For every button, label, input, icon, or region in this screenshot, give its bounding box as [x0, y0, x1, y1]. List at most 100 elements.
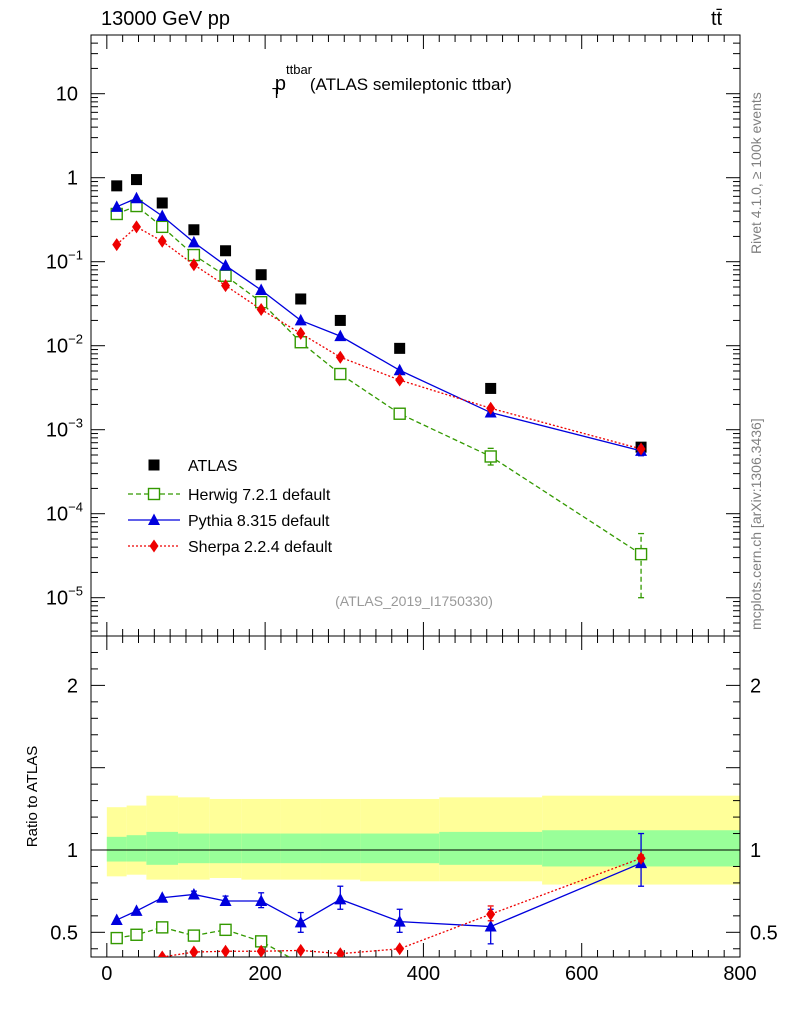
- main-data-point: [394, 342, 406, 354]
- band-inner-4: [209, 833, 242, 864]
- y-tick-label: 10−4: [46, 500, 83, 526]
- main-sherpa-point: [157, 234, 167, 248]
- main-herwig-point: [634, 547, 648, 561]
- ratio-y-tick-label-right: 2: [750, 675, 761, 697]
- ratio-sherpa-point: [189, 945, 199, 957]
- ratio-y-tick-label-left: 1: [67, 840, 78, 862]
- ratio-sherpa-point: [256, 944, 266, 957]
- ratio-pythia-point: [334, 892, 347, 905]
- main-series-group: [110, 174, 648, 599]
- ratio-sherpa-point: [132, 964, 141, 977]
- main-herwig-point: [334, 367, 347, 381]
- legend-sherpa-marker: [149, 539, 159, 553]
- band-inner-2: [146, 831, 179, 865]
- ratio-herwig-point: [110, 931, 123, 945]
- main-data-point: [220, 245, 232, 257]
- ratio-sherpa-point: [335, 947, 345, 957]
- y-tick-label: 10−3: [46, 416, 83, 442]
- main-pythia-point: [156, 209, 169, 222]
- ratio-series-group: [110, 832, 648, 1012]
- ratio-herwig-point: [636, 1001, 647, 1012]
- y-tick-label: 10−1: [46, 248, 83, 274]
- y-tick-label: 10−2: [46, 332, 83, 358]
- band-inner-6: [280, 833, 321, 864]
- main-sherpa-point: [132, 220, 142, 234]
- ratio-herwig-point: [130, 928, 143, 941]
- ratio-pythia-point: [255, 894, 268, 907]
- ratio-pythia-point: [156, 891, 169, 903]
- main-data-point: [111, 180, 123, 192]
- band-inner-7: [320, 833, 361, 864]
- main-pythia-point: [255, 283, 268, 296]
- ratio-frame: [90, 635, 741, 958]
- band-inner-1: [126, 835, 147, 862]
- main-sherpa-point: [221, 279, 231, 293]
- band-inner-5: [241, 833, 281, 864]
- main-sherpa-point: [112, 238, 122, 252]
- band-inner-0: [106, 836, 127, 862]
- ratio-y-tick-label-right: 1: [750, 840, 761, 862]
- main-data-point: [156, 197, 168, 209]
- ratio-sherpa-point: [157, 950, 167, 957]
- legend-herwig-marker: [147, 487, 161, 501]
- x-tick-label: 800: [723, 963, 756, 985]
- energy-label: 13000 GeV pp: [101, 8, 230, 30]
- x-tick-label: 0: [101, 963, 112, 985]
- main-sherpa-point: [335, 350, 345, 364]
- main-data-point: [255, 269, 267, 281]
- main-sherpa-point: [486, 401, 496, 415]
- main-pythia-point: [393, 363, 406, 376]
- y-tick-label: 10−5: [46, 584, 83, 610]
- main-data-point: [485, 382, 497, 394]
- main-data-point: [295, 293, 307, 305]
- ratio-sherpa-point: [221, 944, 231, 957]
- ratio-y-tick-label-right: 0.5: [750, 922, 778, 944]
- ratio-y-tick-label-left: 2: [67, 675, 78, 697]
- y-tick-label: 1: [67, 168, 78, 190]
- band-inner-3: [178, 833, 210, 864]
- band-inner-8: [360, 833, 440, 864]
- y-tick-label: 10: [56, 84, 78, 106]
- ratio-herwig-point: [485, 984, 496, 995]
- x-tick-label: 200: [248, 963, 281, 985]
- ratio-sherpa-point: [636, 851, 646, 865]
- main-pythia-point: [187, 235, 200, 248]
- ratio-herwig-point: [187, 929, 201, 942]
- main-herwig-point: [484, 450, 497, 463]
- analysis-tag: (ATLAS_2019_I1750330): [335, 593, 493, 609]
- main-pythia-point: [219, 259, 232, 271]
- ratio-pythia-point: [393, 915, 406, 927]
- ratio-sherpa-point: [296, 943, 306, 957]
- x-tick-label: 400: [407, 963, 440, 985]
- main-data-point: [131, 174, 143, 186]
- ratio-pythia-point: [110, 913, 123, 925]
- main-pythia-line: [116, 197, 642, 452]
- ratio-sherpa-point: [486, 907, 496, 921]
- ratio-y-tick-label-left: 0.5: [50, 922, 78, 944]
- legend-sherpa-label: Sherpa 2.2.4 default: [188, 539, 333, 556]
- main-pythia-point: [294, 313, 307, 326]
- legend-pythia-label: Pythia 8.315 default: [188, 513, 330, 530]
- ratio-sherpa-point: [112, 975, 121, 988]
- legend-data-marker: [148, 459, 160, 471]
- main-pythia-point: [334, 329, 347, 342]
- ratio-herwig-point: [394, 982, 405, 993]
- ratio-herwig-point: [335, 971, 346, 982]
- main-herwig-point: [393, 407, 406, 420]
- ratio-pythia-point: [294, 915, 307, 928]
- ratio-herwig-point: [156, 921, 169, 934]
- ratio-pythia-point: [130, 904, 143, 916]
- main-herwig-point: [156, 220, 169, 234]
- ratio-sherpa-point: [395, 942, 405, 956]
- main-pythia-point: [110, 200, 123, 212]
- main-sherpa-point: [256, 302, 266, 316]
- ratio-pythia-point: [219, 894, 232, 907]
- ratio-herwig-point: [219, 923, 232, 937]
- plot-title: pttbar T (ATLAS semileptonic ttbar): [272, 62, 512, 102]
- band-inner-9: [439, 831, 543, 865]
- legend-data-label: ATLAS: [188, 458, 238, 475]
- ratio-pythia-point: [187, 887, 200, 900]
- main-sherpa-point: [296, 326, 306, 340]
- ratio-bands: [106, 795, 740, 885]
